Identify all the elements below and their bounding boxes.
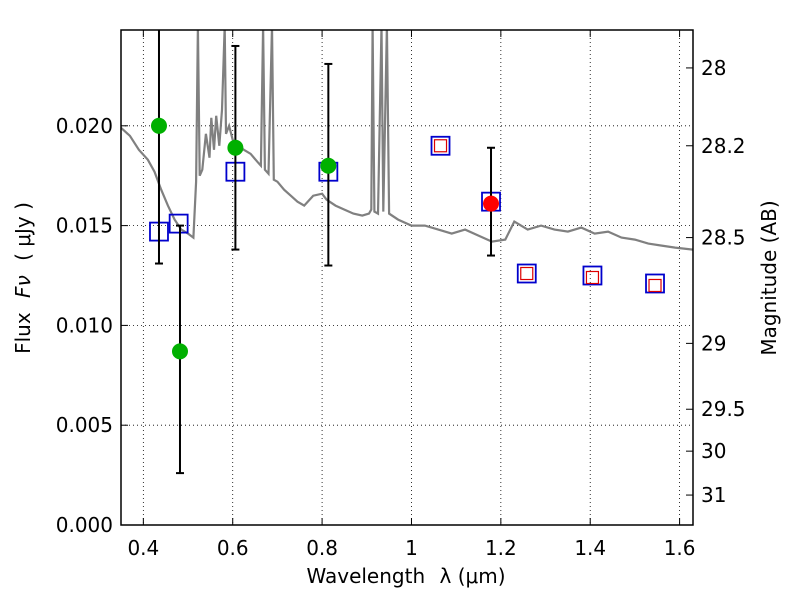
- blue-square-marker-6: [516, 263, 537, 284]
- y-tick-label-4: 0.020: [56, 114, 113, 138]
- red-inner-square-marker-2: [585, 270, 600, 285]
- x-axis: 0.4 0.6 0.8 1 1.2 1.4 1.6: [127, 30, 696, 560]
- x-axis-label: Wavelength: [306, 564, 425, 588]
- y-axis-label-math: Fν: [11, 275, 35, 298]
- plot-area: [121, 30, 693, 475]
- y2-axis-title: Magnitude (AB): [757, 200, 781, 355]
- red-inner-square-marker-3: [648, 278, 662, 293]
- blue-square-marker-1: [168, 213, 189, 234]
- x-tick-label-5: 1.4: [574, 536, 606, 560]
- y2-axis: 28 28.2 28.5 29 29.5 30 31: [686, 56, 746, 507]
- y-tick-label-2: 0.010: [56, 313, 113, 337]
- y-axis-label-units: ( μJy ): [11, 202, 35, 261]
- x-tick-label-2: 0.8: [306, 536, 338, 560]
- y-tick-label-3: 0.015: [56, 214, 113, 238]
- x-axis-title: Wavelength λ (μm): [306, 564, 505, 588]
- plot-frame: [120, 29, 694, 526]
- y-axis-label: Flux: [11, 312, 35, 354]
- red-inner-square-marker-0: [433, 139, 448, 153]
- green-circle-marker-3: [320, 157, 337, 174]
- y2-tick-label-0: 28: [701, 56, 726, 80]
- x-tick-label-1: 0.6: [217, 536, 249, 560]
- red-circle-marker-0: [483, 195, 500, 212]
- y-axis: 0.000 0.005 0.010 0.015 0.020: [56, 114, 128, 537]
- x-tick-label-3: 1: [405, 536, 418, 560]
- green-circle-marker-0: [150, 117, 167, 134]
- x-tick-label-0: 0.4: [127, 536, 159, 560]
- grid-lines: [121, 30, 693, 526]
- y-axis-title: Flux Fν ( μJy ): [11, 202, 35, 354]
- y2-tick-label-5: 30: [701, 439, 726, 463]
- red-inner-square-marker-1: [520, 266, 534, 281]
- y2-tick-label-6: 31: [701, 483, 726, 507]
- y-tick-label-0: 0.000: [56, 513, 113, 537]
- blue-square-marker-7: [582, 265, 603, 286]
- y-tick-label-1: 0.005: [56, 413, 113, 437]
- blue-square-marker-4: [430, 135, 451, 156]
- green-circle-marker-2: [227, 139, 244, 156]
- blue-square-marker-8: [645, 273, 665, 294]
- y2-tick-label-1: 28.2: [701, 134, 746, 158]
- y2-tick-label-3: 29: [701, 331, 726, 355]
- x-tick-label-6: 1.6: [664, 536, 696, 560]
- model-spectrum-line: [121, 30, 693, 251]
- x-tick-label-4: 1.2: [485, 536, 517, 560]
- y2-tick-label-4: 29.5: [701, 397, 746, 421]
- green-circle-marker-1: [171, 343, 188, 360]
- x-axis-label-math: λ (μm): [440, 564, 506, 588]
- y2-tick-label-2: 28.5: [701, 226, 746, 250]
